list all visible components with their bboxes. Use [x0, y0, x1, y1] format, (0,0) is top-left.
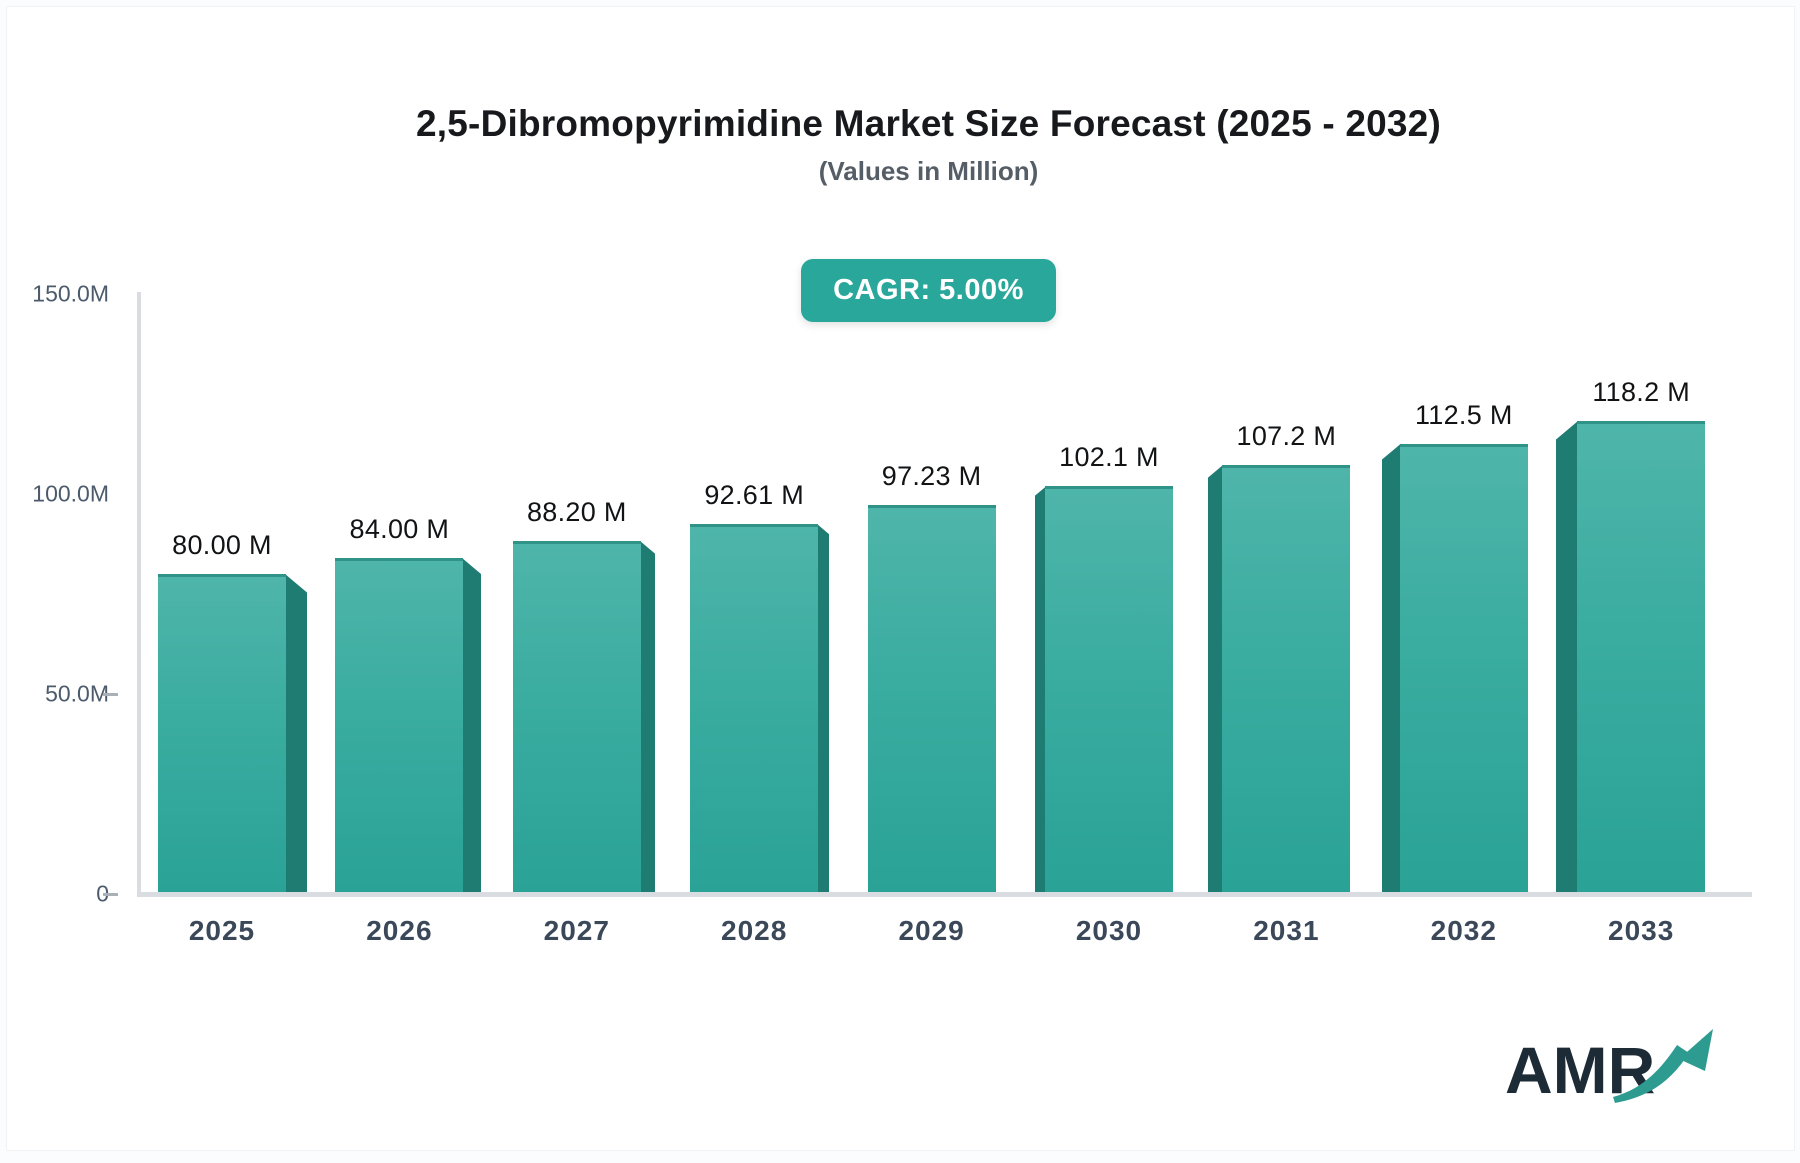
bar-value-label-2031: 107.2 M [1236, 421, 1337, 452]
x-axis-label-2031: 2031 [1253, 915, 1320, 946]
cagr-badge-row: CAGR: 5.00% [35, 259, 1800, 322]
bar-2030 [1045, 485, 1173, 894]
x-axis-label-2026: 2026 [366, 915, 433, 946]
x-axis-baseline [137, 892, 1752, 897]
bar-side-face-2026 [462, 558, 481, 894]
y-axis-tick [103, 893, 118, 896]
bar-side-face-2028 [817, 523, 829, 894]
chart-title: 2,5-Dibromopyrimidine Market Size Foreca… [416, 103, 1441, 144]
bar-2025 [158, 574, 286, 894]
bar-side-face-2025 [285, 574, 307, 894]
y-axis-label-150.0M: 150.0M [32, 280, 109, 307]
bar-chart-plot: 80.00 M 84.00 M 88.20 M 92.61 M 97.23 M 102.1… [7, 7, 1800, 1163]
x-axis-label-2025: 2025 [188, 915, 256, 946]
bar-2032 [1399, 444, 1528, 894]
y-axis-label-50.0M: 50.0M [45, 680, 109, 707]
x-axis-label-2028: 2028 [721, 915, 788, 946]
x-axis-label-2027: 2027 [543, 915, 610, 946]
bar-side-face-2032 [1382, 444, 1401, 894]
x-axis-label-2029: 2029 [898, 915, 965, 946]
x-axis-label-2033: 2033 [1608, 915, 1675, 946]
bar-value-label-2033: 118.2 M [1592, 377, 1691, 408]
y-axis-line [137, 292, 141, 893]
x-axis-label-2030: 2030 [1075, 915, 1143, 946]
y-axis-label-0: 0 [7, 881, 109, 908]
amr-logo: AMR [1505, 1029, 1713, 1107]
bar-value-label-2028: 92.61 M [704, 479, 805, 510]
cagr-badge: CAGR: 5.00% [801, 259, 1056, 322]
bar-2027 [512, 541, 641, 894]
bar-side-face-2031 [1208, 465, 1224, 894]
growth-arrow-icon [1613, 1029, 1713, 1103]
bar-value-label-2025: 80.00 M [172, 530, 272, 560]
bar-value-label-2029: 97.23 M [881, 461, 982, 492]
x-axis-label-2032: 2032 [1430, 915, 1497, 946]
bars-area: 80.00 M 84.00 M 88.20 M 92.61 M 97.23 M 102.1… [7, 7, 1800, 894]
chart-subtitle: (Values in Million) [818, 156, 1039, 186]
bar-2029 [867, 505, 996, 894]
bar-2028 [690, 523, 819, 894]
bar-value-label-2032: 112.5 M [1414, 400, 1513, 430]
chart-canvas: 2,5-Dibromopyrimidine Market Size Foreca… [6, 6, 1795, 1151]
bar-2031 [1222, 465, 1351, 894]
y-axis-label-100.0M: 100.0M [32, 480, 109, 507]
bar-value-label-2027: 88.20 M [526, 497, 627, 528]
bar-side-face-2033 [1556, 421, 1579, 894]
bar-2033 [1577, 421, 1706, 894]
bar-side-face-2027 [639, 541, 655, 894]
bar-value-label-2026: 84.00 M [349, 514, 450, 544]
bar-2026 [335, 558, 464, 894]
bar-value-label-2030: 102.1 M [1059, 441, 1159, 472]
y-axis-tick [103, 693, 118, 696]
